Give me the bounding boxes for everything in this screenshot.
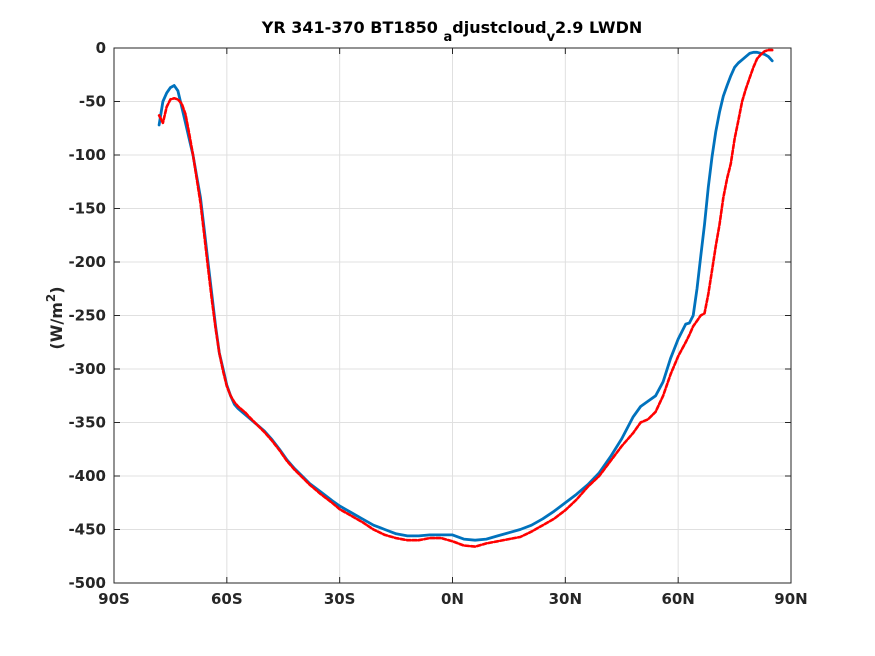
x-tick-label: 0N: [441, 590, 464, 608]
grid-lines: [114, 48, 791, 583]
x-tick-label: 90S: [98, 590, 130, 608]
y-tick-label: -500: [68, 574, 106, 592]
chart-title: YR 341-370 BT1850 adjustcloudv2.9 LWDN: [261, 18, 642, 45]
x-tick-label: 90N: [774, 590, 807, 608]
x-tick-label: 60S: [211, 590, 243, 608]
y-tick-label: -450: [68, 521, 106, 539]
y-tick-label: -200: [68, 253, 106, 271]
x-axis: 90S 60S 30S 0N 30N 60N 90N: [98, 48, 808, 608]
y-tick-label: -250: [68, 307, 106, 325]
series-line-1: [157, 50, 774, 542]
y-tick-label: -100: [68, 146, 106, 164]
x-tick-label: 30S: [324, 590, 356, 608]
y-tick-label: -350: [68, 414, 106, 432]
y-axis: 0 -50 -100 -150 -200 -250 -300 -350 -400 -450 -500: [68, 39, 791, 592]
series-line-2: [157, 48, 774, 548]
y-tick-label: 0: [96, 39, 106, 57]
y-tick-label: -400: [68, 467, 106, 485]
series-layer: [157, 48, 774, 548]
y-axis-label: (W/m2): [44, 286, 66, 349]
y-tick-label: -300: [68, 360, 106, 378]
x-tick-label: 30N: [549, 590, 582, 608]
x-tick-label: 60N: [661, 590, 694, 608]
y-tick-label: -150: [68, 200, 106, 218]
y-tick-label: -50: [79, 93, 106, 111]
